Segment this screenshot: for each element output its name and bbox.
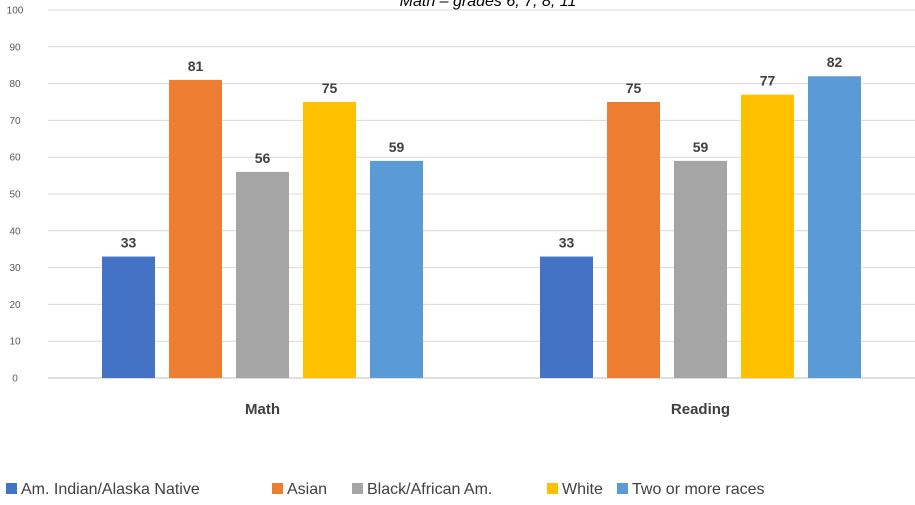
bar — [102, 256, 155, 378]
legend-swatch — [547, 483, 558, 494]
y-tick-label: 20 — [9, 300, 21, 311]
category-labels: Math Reading — [245, 401, 730, 418]
y-tick-label: 80 — [9, 79, 21, 90]
data-label: 56 — [255, 150, 271, 166]
bar — [607, 102, 660, 378]
bar — [741, 94, 794, 378]
data-label: 75 — [626, 80, 642, 96]
bar — [236, 171, 289, 378]
data-label: 59 — [389, 139, 405, 155]
y-tick-label: 0 — [12, 374, 18, 385]
bar — [169, 79, 222, 379]
y-tick-label: 30 — [9, 263, 21, 274]
y-tick-label: 10 — [9, 337, 21, 348]
y-tick-label: 100 — [7, 6, 24, 17]
legend-swatch — [617, 483, 628, 494]
data-label: 77 — [760, 73, 776, 89]
legend-label: Asian — [287, 481, 327, 498]
data-labels: 33 81 56 75 59 33 75 59 77 82 — [121, 54, 843, 250]
legend-label: Two or more races — [632, 481, 764, 498]
bar — [303, 102, 356, 378]
category-label: Reading — [671, 401, 730, 418]
data-label: 33 — [559, 235, 575, 251]
legend-swatch — [272, 483, 283, 494]
y-axis-ticks: 0 10 20 30 40 50 60 70 80 90 100 — [7, 6, 24, 385]
bar — [370, 160, 423, 378]
legend: Am. Indian/Alaska Native Asian Black/Afric… — [6, 481, 764, 498]
bar — [540, 256, 593, 378]
y-tick-label: 40 — [9, 226, 21, 237]
legend-swatch — [352, 483, 363, 494]
chart-title: Math – grades 6, 7, 8, 11 — [400, 0, 577, 10]
y-tick-label: 60 — [9, 153, 21, 164]
y-tick-label: 70 — [9, 116, 21, 127]
legend-label: Am. Indian/Alaska Native — [21, 481, 200, 498]
legend-label: Black/African Am. — [367, 481, 492, 498]
bar — [674, 160, 727, 378]
y-tick-label: 90 — [9, 42, 21, 53]
category-label: Math — [245, 401, 280, 418]
data-label: 59 — [693, 139, 709, 155]
data-label: 33 — [121, 235, 137, 251]
data-label: 81 — [188, 58, 204, 74]
y-tick-label: 50 — [9, 190, 21, 201]
data-label: 82 — [827, 54, 843, 70]
legend-label: White — [562, 481, 603, 498]
bars — [102, 76, 861, 379]
legend-swatch — [6, 483, 17, 494]
data-label: 75 — [322, 80, 338, 96]
bar — [808, 76, 861, 379]
